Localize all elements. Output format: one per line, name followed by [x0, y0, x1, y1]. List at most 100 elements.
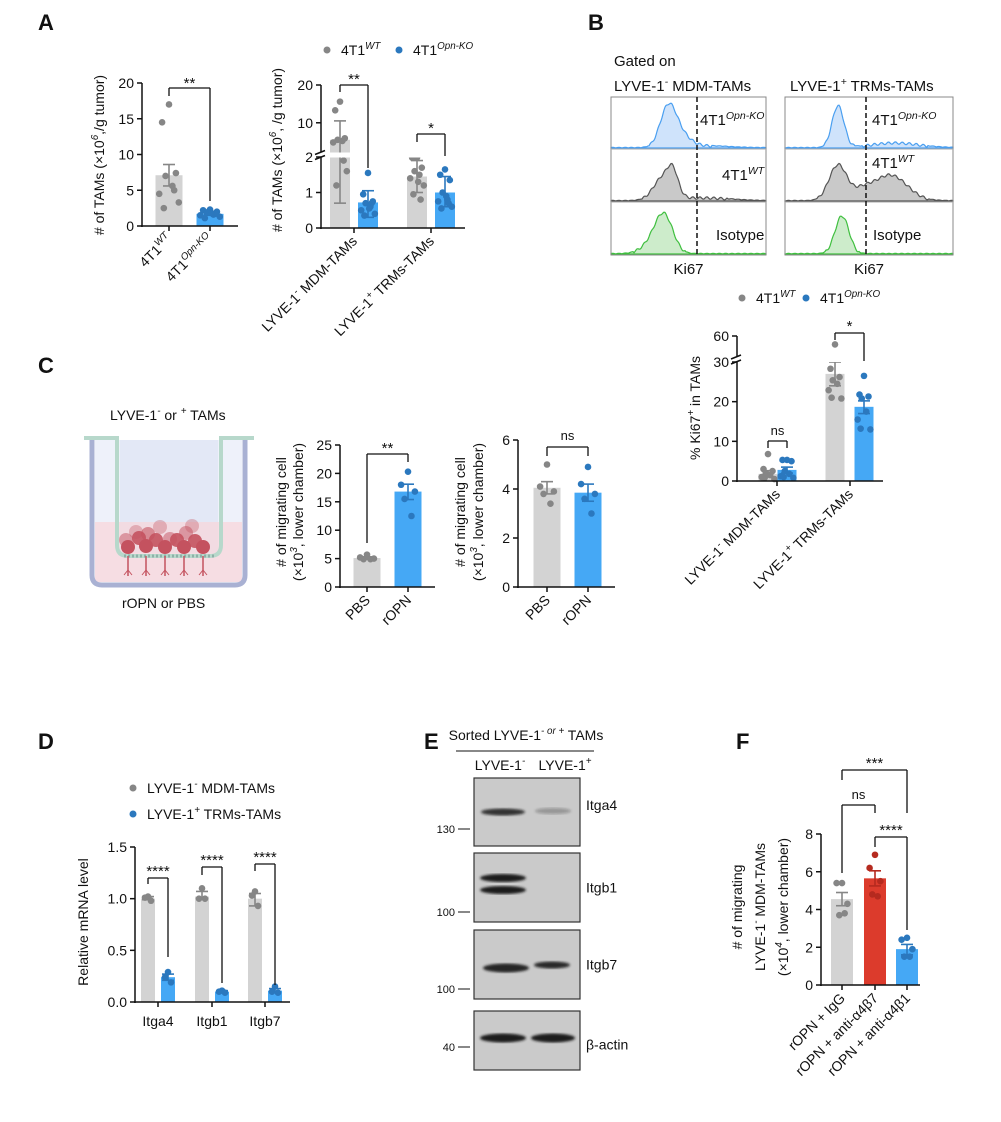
text-segment: 4T1 — [413, 42, 437, 58]
y-axis-title: # of TAMs (×106, /g tumor) — [268, 68, 285, 232]
bar — [215, 991, 229, 1002]
data-point — [874, 892, 881, 900]
data-point — [397, 481, 405, 489]
data-point — [788, 457, 795, 465]
panel-label-f: F — [736, 729, 749, 754]
text-segment: , lower chamber) — [775, 838, 791, 942]
protein-label: Itgb7 — [586, 957, 617, 973]
bar — [854, 406, 874, 481]
text-segment: TRMs-TAMs — [847, 78, 934, 95]
y-axis-title: (×103, lower chamber) — [289, 443, 306, 581]
significance-label: **** — [253, 849, 277, 866]
data-point — [248, 892, 256, 899]
data-point — [854, 416, 861, 423]
data-point — [361, 212, 368, 219]
data-point — [164, 968, 172, 976]
text-segment: MDM-TAMs — [668, 78, 751, 95]
data-point — [411, 488, 419, 495]
mw-marker: 100 — [437, 907, 455, 919]
data-point — [780, 473, 787, 481]
protein-label: Itga4 — [586, 797, 617, 813]
data-point — [779, 456, 786, 464]
y-axis-title: Relative mRNA level — [75, 858, 91, 986]
bar — [353, 558, 381, 587]
data-point — [363, 551, 371, 558]
y-tick-label: 10 — [297, 115, 313, 131]
y-tick-label: 1.5 — [108, 839, 128, 855]
y-axis-title: # of TAMs (×106,/g tumor) — [90, 75, 107, 235]
data-point — [408, 512, 415, 520]
y-axis-title: # of migrating cell — [452, 457, 468, 567]
data-point — [785, 470, 793, 478]
row-label-wt: 4T1WT — [722, 165, 766, 184]
histogram-frame — [784, 96, 954, 256]
cell-protrusion — [164, 569, 170, 576]
axis-break — [729, 357, 883, 362]
data-point — [418, 164, 426, 171]
data-point — [906, 953, 913, 960]
panel-label-c: C — [38, 353, 54, 378]
axis-break — [313, 152, 465, 158]
significance-bracket: **** — [253, 849, 277, 985]
legend-label: 4T1Opn-KO — [820, 289, 880, 306]
protein-band — [531, 1033, 575, 1043]
significance-bracket: ns — [841, 787, 876, 873]
text-segment: # of migrating cell — [273, 457, 289, 567]
legend-marker — [802, 294, 810, 302]
data-point — [208, 209, 216, 217]
significance-label: ** — [348, 71, 360, 88]
data-point — [434, 198, 442, 205]
y-axis-title: (×103, lower chamber) — [469, 443, 486, 581]
superscript: - — [751, 920, 762, 924]
legend-label: LYVE-1- MDM-TAMs — [147, 779, 275, 796]
text-segment: TAMs — [564, 727, 603, 743]
data-point — [877, 877, 884, 885]
data-point — [404, 468, 412, 475]
legend-label: 4T1WT — [756, 289, 796, 306]
protein-band — [534, 961, 570, 969]
data-point — [857, 425, 864, 432]
y-axis-title: # of migrating — [729, 865, 745, 950]
significance-label: ns — [771, 423, 785, 438]
y-tick-label: 60 — [713, 328, 729, 344]
y-tick-label: 0.0 — [108, 994, 128, 1010]
histogram-frame — [610, 96, 767, 256]
bar — [407, 176, 427, 228]
significance-label: * — [847, 318, 853, 335]
data-point — [271, 983, 279, 990]
cell-protrusion — [202, 569, 208, 576]
text-segment: 4T1 — [820, 290, 844, 306]
data-point — [362, 199, 369, 207]
data-point — [268, 988, 276, 995]
data-point — [201, 895, 209, 902]
mw-marker: 40 — [443, 1042, 455, 1054]
text-segment: , /g tumor) — [269, 68, 285, 132]
superscript: 6 — [268, 131, 279, 137]
superscript: 6 — [90, 134, 101, 140]
significance-label: ** — [184, 75, 196, 92]
data-point — [203, 209, 210, 216]
text-segment: or — [160, 407, 180, 423]
protein-band — [483, 963, 529, 973]
data-point — [764, 450, 772, 458]
data-point — [436, 171, 444, 179]
y-tick-label: 0 — [502, 579, 510, 595]
significance-label: ** — [382, 440, 394, 457]
histogram — [784, 104, 954, 149]
axis-break-mark — [314, 149, 326, 156]
data-point — [867, 426, 874, 433]
chart-d: 0.0 0.5 1.0 1.5 Itga4 Itgb1 Itgb7 Relative mRNA… — [75, 839, 290, 1029]
data-point — [215, 988, 223, 995]
flow-right-title: LYVE-1+ TRMs-TAMs — [790, 76, 934, 95]
significance-bracket: ** — [366, 440, 409, 543]
data-point — [909, 945, 916, 953]
data-point — [367, 555, 374, 563]
data-point — [903, 934, 911, 942]
y-tick-label: 10 — [713, 433, 729, 449]
data-point — [172, 169, 180, 177]
superscript: WT — [898, 153, 916, 165]
text-segment: 4T1 — [700, 112, 726, 129]
data-point — [274, 989, 282, 996]
superscript: - — [665, 76, 669, 88]
